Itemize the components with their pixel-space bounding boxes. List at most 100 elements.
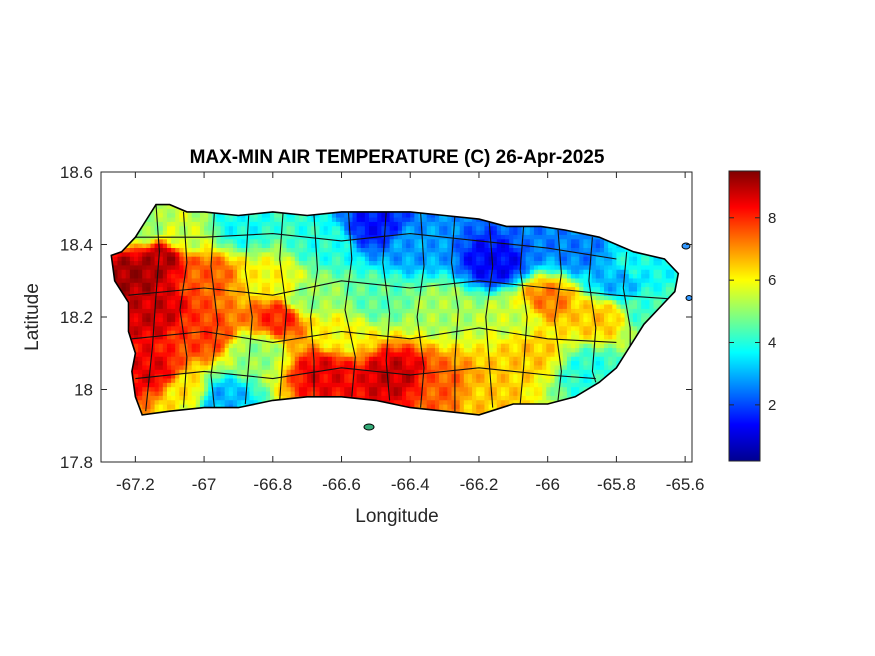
field-cell [463, 351, 469, 357]
field-cell [278, 286, 284, 292]
field-cell [195, 325, 201, 331]
field-cell [286, 386, 292, 392]
field-cell [220, 247, 226, 253]
field-cell [340, 325, 345, 331]
field-cell [195, 273, 201, 279]
field-cell [278, 251, 284, 257]
field-cell [311, 321, 317, 327]
field-cell [195, 238, 201, 244]
field-cell [212, 330, 218, 335]
field-cell [311, 247, 317, 253]
field-cell [261, 360, 267, 366]
field-cell [294, 299, 300, 305]
field-cell [282, 256, 288, 262]
field-cell [187, 225, 193, 231]
field-cell [393, 243, 399, 248]
field-cell [463, 221, 469, 227]
field-cell [418, 373, 424, 379]
field-cell [422, 404, 428, 409]
field-cell [418, 230, 424, 235]
field-cell [434, 347, 440, 353]
field-cell [216, 269, 222, 275]
field-cell [278, 221, 284, 227]
field-cell [261, 273, 267, 279]
field-cell [286, 216, 292, 222]
field-cell [265, 286, 271, 292]
field-cell [249, 264, 255, 270]
field-cell [286, 299, 292, 305]
field-cell [352, 312, 358, 318]
field-cell [257, 282, 263, 288]
field-cell [422, 251, 428, 257]
field-cell [443, 238, 448, 244]
field-cell [270, 243, 275, 248]
field-cell [290, 325, 296, 331]
field-cell [133, 364, 139, 370]
field-cell [393, 360, 399, 366]
field-cell [364, 247, 370, 253]
field-cell [278, 321, 284, 327]
field-cell [154, 360, 160, 366]
field-cell [237, 386, 242, 392]
field-cell [162, 303, 168, 309]
field-cell [171, 351, 176, 357]
field-cell [356, 321, 362, 327]
field-cell [270, 317, 275, 322]
field-cell [232, 390, 238, 396]
field-cell [224, 247, 230, 253]
field-cell [348, 234, 354, 240]
field-cell [402, 330, 407, 335]
field-cell [315, 256, 321, 262]
field-cell [212, 386, 218, 392]
field-cell [286, 247, 292, 253]
field-cell [443, 303, 448, 309]
field-cell [249, 356, 255, 362]
field-cell [216, 295, 222, 301]
field-cell [232, 234, 238, 240]
field-cell [340, 260, 345, 266]
field-cell [187, 390, 193, 396]
field-cell [393, 356, 399, 362]
field-cell [426, 286, 432, 292]
field-cell [315, 247, 321, 253]
field-cell [274, 308, 279, 314]
field-cell [455, 264, 461, 270]
field-cell [237, 382, 242, 388]
field-cell [257, 238, 263, 244]
field-cell [307, 234, 312, 240]
field-cell [125, 273, 131, 279]
field-cell [348, 221, 354, 227]
field-cell [142, 386, 147, 392]
field-cell [216, 373, 222, 379]
field-cell [406, 269, 411, 275]
field-cell [467, 373, 473, 379]
field-cell [459, 308, 465, 314]
field-cell [422, 212, 428, 218]
field-cell [220, 334, 226, 340]
field-cell [298, 373, 304, 379]
field-cell [360, 251, 366, 257]
field-cell [402, 395, 407, 401]
field-cell [323, 282, 329, 288]
field-cell [154, 395, 160, 401]
field-cell [199, 399, 205, 405]
field-cell [241, 247, 246, 253]
field-cell [402, 386, 407, 392]
field-cell [422, 269, 428, 275]
field-cell [183, 273, 189, 279]
field-cell [199, 277, 205, 283]
field-cell [298, 295, 304, 301]
field-cell [389, 390, 395, 396]
field-cell [410, 356, 415, 362]
field-cell [232, 221, 238, 227]
field-cell [249, 338, 255, 344]
field-cell [278, 273, 284, 279]
field-cell [265, 395, 271, 401]
field-cell [327, 225, 333, 231]
field-cell [166, 303, 172, 309]
field-cell [422, 260, 428, 266]
field-cell [241, 364, 246, 370]
field-cell [162, 221, 168, 227]
field-cell [315, 382, 321, 388]
field-cell [154, 364, 160, 370]
